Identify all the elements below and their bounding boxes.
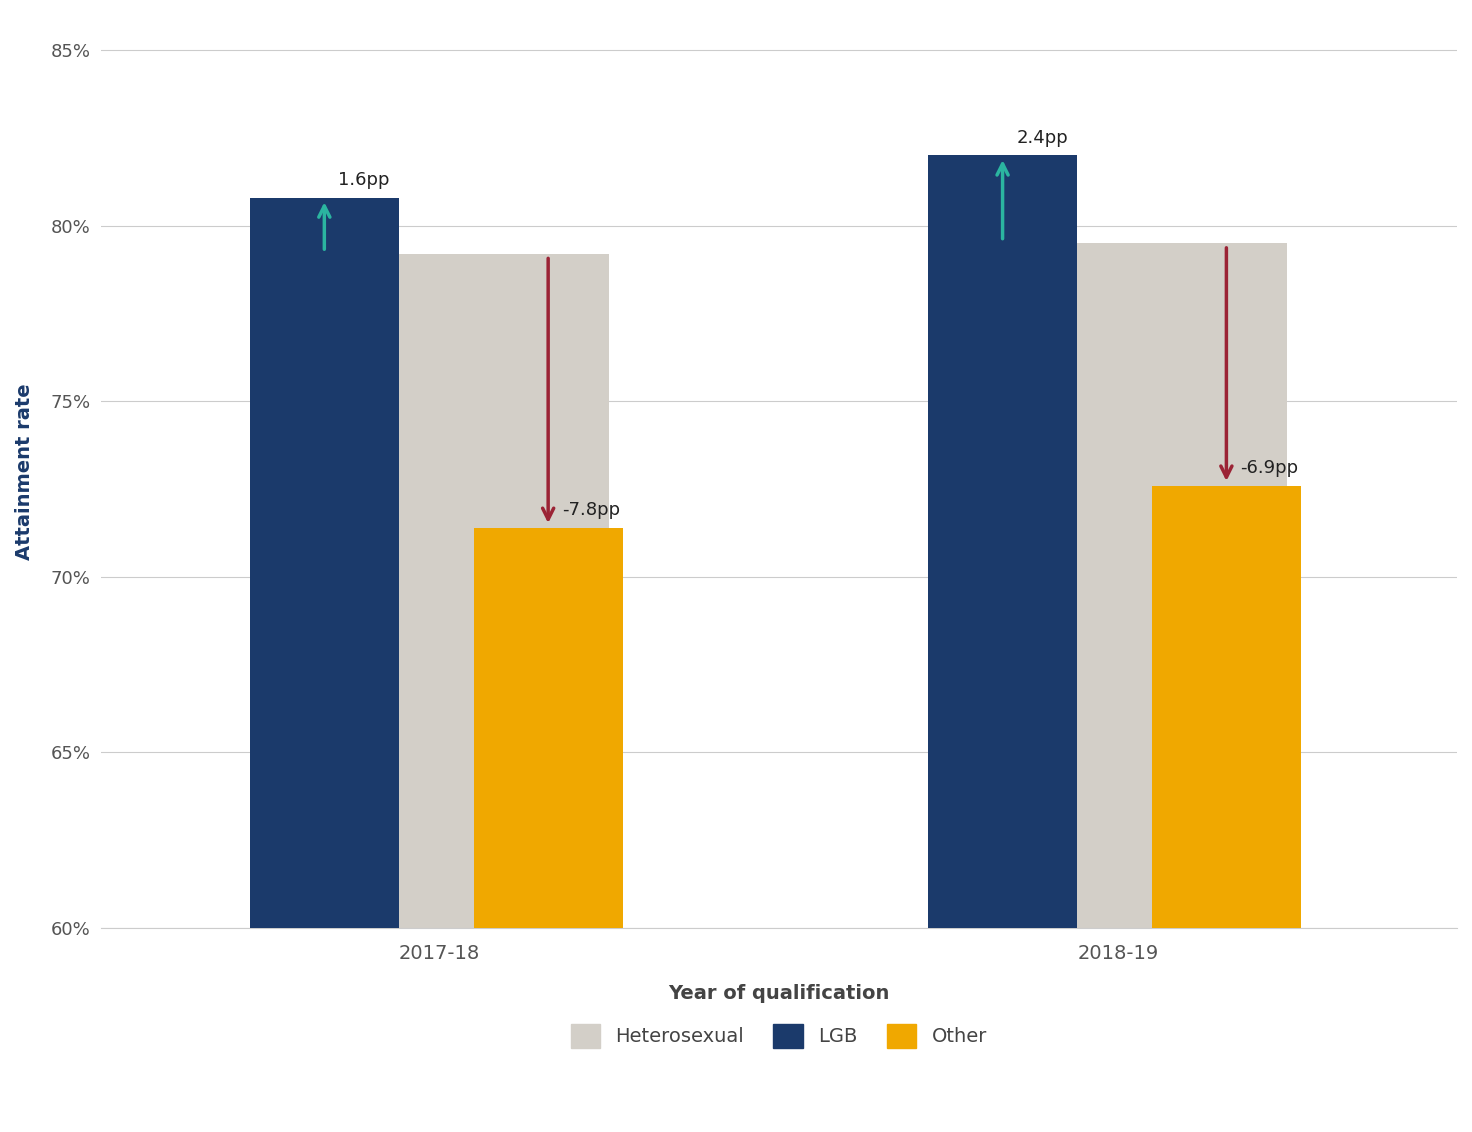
Text: 2.4pp: 2.4pp [1016,129,1067,147]
Legend: Heterosexual, LGB, Other: Heterosexual, LGB, Other [562,1017,995,1055]
Bar [474,528,623,928]
Bar [392,254,609,928]
Bar [927,155,1078,928]
Bar [250,198,399,928]
Text: -7.8pp: -7.8pp [562,501,620,518]
Bar [1151,486,1301,928]
Text: 1.6pp: 1.6pp [339,171,390,189]
X-axis label: Year of qualification: Year of qualification [668,984,889,1003]
Text: -6.9pp: -6.9pp [1239,458,1298,477]
Y-axis label: Attainment rate: Attainment rate [15,384,34,560]
Bar [1070,243,1288,928]
